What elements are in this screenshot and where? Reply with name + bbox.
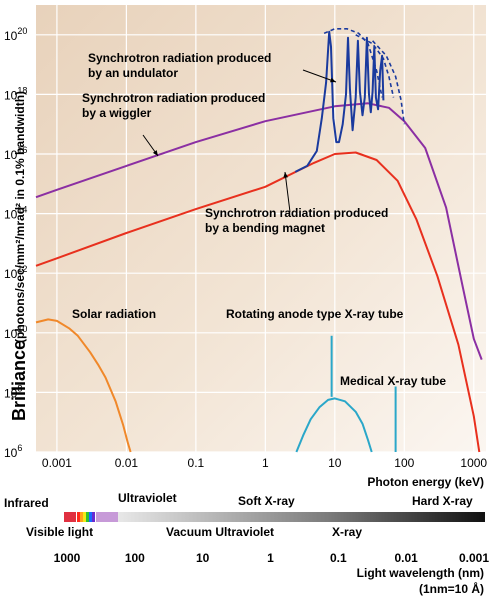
spectrum-gradient-bar [98,512,485,522]
series-undulator-envelope-1 [323,28,383,98]
visible-swatch [89,512,92,522]
visible-swatch [83,512,86,522]
x-tick-label: 0.1 [188,456,205,470]
bending-arrow [284,171,291,213]
x-tick-label: 10 [328,456,342,470]
undulator-arrow [302,69,337,83]
ultraviolet-swatch [96,512,118,522]
wavelength-tick-label: 0.001 [459,551,489,565]
y-axis-label-sub: (photons/sec/mm²/mrad² in 0.1% bandwidth… [13,91,27,343]
annotation-wiggler: by a wiggler [82,106,152,120]
wavelength-tick-label: 0.1 [330,551,347,565]
y-tick-label: 106 [4,443,22,460]
annotation-bending: Synchrotron radiation produced [205,206,388,220]
annotation-undulator: Synchrotron radiation produced [88,51,271,65]
y-tick-label: 1010 [4,324,27,341]
hard-xray-label: Hard X-ray [412,494,473,508]
annotation-bending: by a bending magnet [205,221,325,235]
y-tick-label: 1018 [4,85,27,102]
spectrum-bar: Infrared Ultraviolet Soft X-ray Hard X-ray V… [4,491,489,596]
x-axis-label: Photon energy (keV) [367,475,484,489]
visible-light-label: Visible light [26,525,93,539]
wiggler-arrow-head [152,150,158,156]
x-tick-label: 1 [262,456,269,470]
visible-swatch [86,512,89,522]
plot-area [36,5,486,452]
x-tick-label: 0.01 [115,456,139,470]
x-tick-label: 1000 [460,456,487,470]
annotation-wiggler: Synchrotron radiation produced [82,91,265,105]
wavelength-tick-label: 1000 [54,551,81,565]
wavelength-tick-label: 100 [125,551,145,565]
visible-swatch [80,512,83,522]
axes: 106 108 1010 1012 1014 1016 1018 1020 0.001 0.01 0… [4,26,487,489]
wavelength-axis-label: Light wavelength (nm) [357,566,484,580]
vacuum-uv-label: Vacuum Ultraviolet [166,525,274,539]
undulator-arrow-head [330,77,336,83]
series-xray-tube [295,397,373,453]
wavelength-unit-note: (1nm=10 Å) [419,581,484,596]
series-solar [35,318,132,453]
wavelength-tick-label: 1 [267,551,274,565]
series-undulator-envelope-3 [372,40,406,125]
y-tick-label: 108 [4,383,22,400]
annotation-medical: Medical X-ray tube [340,374,446,388]
series-bending-magnet [35,151,481,453]
bending-arrow-head [283,172,289,178]
annotation-undulator: by an undulator [88,66,178,80]
infrared-label: Infrared [4,496,49,510]
x-tick-label: 0.001 [42,456,72,470]
soft-xray-label: Soft X-ray [238,494,295,508]
x-tick-label: 100 [394,456,414,470]
y-axis-label-main: Brilliance [9,340,29,421]
visible-swatch [77,512,80,522]
y-tick-label: 1016 [4,145,27,162]
infrared-swatch [64,512,76,522]
series-undulator [294,30,385,173]
visible-swatch [92,512,95,522]
y-tick-label: 1012 [4,264,27,281]
plot-background [36,5,486,452]
annotation-solar: Solar radiation [72,307,156,321]
y-tick-label: 1014 [4,205,27,222]
wavelength-tick-label: 0.01 [394,551,418,565]
series-undulator-envelope-2 [355,34,395,98]
xray-label: X-ray [332,525,362,539]
wavelength-tick-label: 10 [196,551,210,565]
y-tick-label: 1020 [4,26,27,43]
annotation-rotating: Rotating anode type X-ray tube [226,307,404,321]
ultraviolet-label: Ultraviolet [118,491,177,505]
grid-lines [36,5,486,453]
data-series [35,28,483,453]
